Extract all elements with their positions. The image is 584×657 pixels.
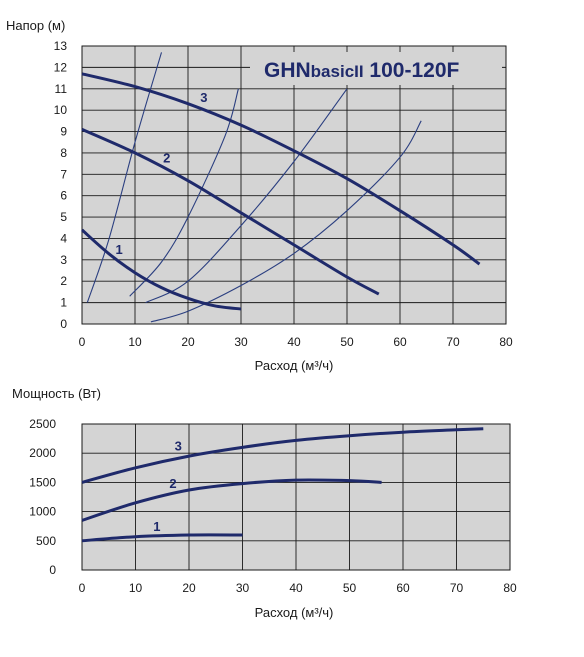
x-tick-label: 40 xyxy=(289,581,303,595)
series-line-2 xyxy=(81,478,382,522)
title-model: GHN xyxy=(264,59,311,82)
series-label-3: 3 xyxy=(200,90,207,105)
x-tick-label: 70 xyxy=(446,335,460,349)
power-x-axis-label: Расход (м³/ч) xyxy=(255,605,334,620)
title-size: 100-120F xyxy=(364,59,460,82)
series-line-1 xyxy=(81,533,243,543)
y-tick-label: 2 xyxy=(60,274,67,288)
y-tick-label: 1 xyxy=(60,296,67,310)
x-tick-label: 20 xyxy=(181,335,195,349)
head-chart: Напор (м) Расход (м³/ч) 123 0 10 20 30 40 50 6… xyxy=(6,18,513,373)
system-curve xyxy=(150,120,422,323)
series-label-3: 3 xyxy=(175,438,182,453)
y-tick-label: 12 xyxy=(54,60,68,74)
title-variant: basicII xyxy=(311,62,364,81)
y-tick-label: 4 xyxy=(60,231,67,245)
power-y-axis-label: Мощность (Вт) xyxy=(12,386,101,401)
y-tick-label: 9 xyxy=(60,125,67,139)
x-tick-label: 0 xyxy=(79,335,86,349)
title-backdrop xyxy=(250,52,502,85)
power-series: 1 2 3 xyxy=(81,427,484,543)
x-tick-label: 30 xyxy=(236,581,250,595)
x-tick-label: 50 xyxy=(340,335,354,349)
y-tick-label: 0 xyxy=(49,563,56,577)
y-tick-label: 7 xyxy=(60,167,67,181)
x-tick-label: 80 xyxy=(499,335,513,349)
y-tick-label: 8 xyxy=(60,146,67,160)
y-tick-label: 13 xyxy=(54,39,68,53)
y-tick-label: 2500 xyxy=(29,417,56,431)
head-grid xyxy=(81,45,507,325)
y-tick-label: 10 xyxy=(54,103,68,117)
power-chart: Мощность (Вт) Расход (м³/ч) 1 2 3 0 10 20 30 4… xyxy=(12,386,517,620)
y-tick-label: 3 xyxy=(60,253,67,267)
x-tick-label: 40 xyxy=(287,335,301,349)
series-label-2: 2 xyxy=(163,151,170,166)
x-tick-label: 30 xyxy=(234,335,248,349)
head-y-axis-label: Напор (м) xyxy=(6,18,65,33)
head-x-axis-label: Расход (м³/ч) xyxy=(255,358,334,373)
x-tick-label: 70 xyxy=(450,581,464,595)
x-tick-label: 50 xyxy=(343,581,357,595)
series-label-2: 2 xyxy=(169,476,176,491)
x-tick-label: 20 xyxy=(182,581,196,595)
chart-title: GHNbasicII 100-120F xyxy=(264,59,459,82)
x-tick-label: 60 xyxy=(393,335,407,349)
power-tick-labels: 0 10 20 30 40 50 60 70 80 0 500 1000 1500 2000 2500 xyxy=(29,417,517,595)
y-tick-label: 2000 xyxy=(29,446,56,460)
y-tick-label: 11 xyxy=(55,82,68,96)
series-line-3 xyxy=(81,72,481,266)
series-line-1 xyxy=(81,228,242,311)
y-tick-label: 1500 xyxy=(29,475,56,489)
series-label-1: 1 xyxy=(115,242,122,257)
x-tick-label: 10 xyxy=(128,335,142,349)
y-tick-label: 1000 xyxy=(29,505,56,519)
x-tick-label: 60 xyxy=(396,581,410,595)
x-tick-label: 10 xyxy=(129,581,143,595)
system-curve xyxy=(145,88,348,304)
series-line-3 xyxy=(81,427,484,484)
series-label-1: 1 xyxy=(153,519,160,534)
power-grid xyxy=(81,423,511,571)
x-tick-label: 80 xyxy=(503,581,517,595)
y-tick-label: 6 xyxy=(60,189,67,203)
x-tick-label: 0 xyxy=(79,581,86,595)
y-tick-label: 0 xyxy=(60,317,67,331)
head-series: 1 2 3 xyxy=(81,72,481,311)
series-line-2 xyxy=(81,128,380,296)
y-tick-label: 5 xyxy=(60,210,67,224)
y-tick-label: 500 xyxy=(36,534,56,548)
